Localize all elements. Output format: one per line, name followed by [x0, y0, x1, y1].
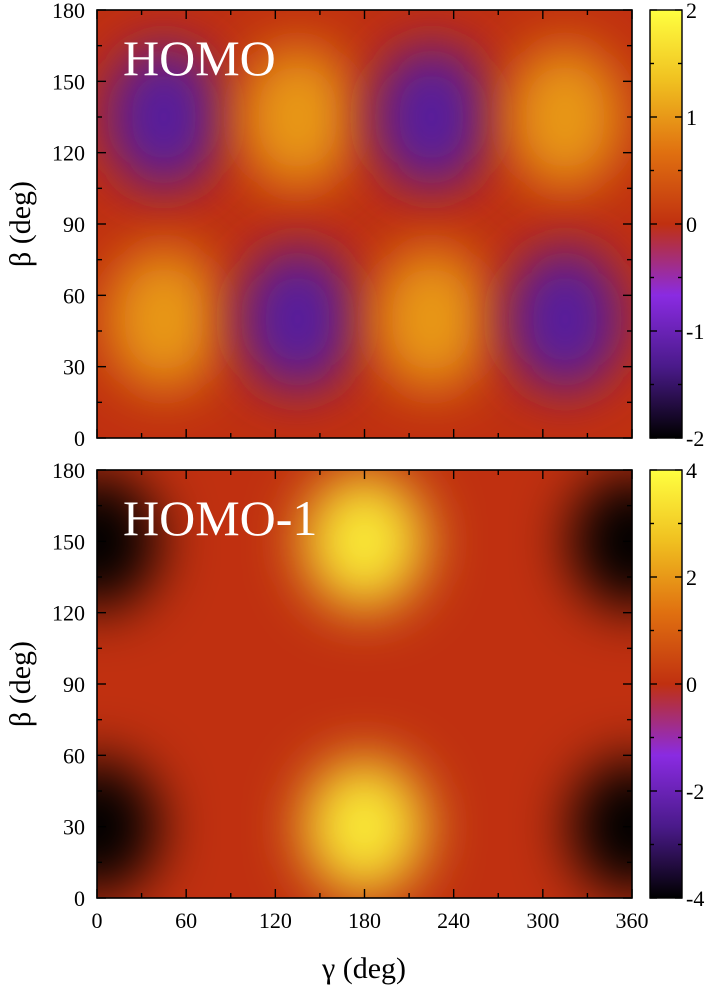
heatmap-homo-1 — [97, 470, 632, 898]
panel-homo: 0 30 60 90 120 150 180 HOMO β (deg) -2 -1 0 1 2 — [4, 0, 704, 451]
panel-title-homo-1: HOMO-1 — [123, 490, 317, 546]
colorbar-tick-label: -2 — [686, 426, 704, 451]
y-tick-label: 30 — [63, 815, 85, 840]
x-axis-label: γ (deg) — [321, 952, 406, 985]
y-tick-label: 120 — [52, 141, 85, 166]
colorbar-tick-label: 0 — [686, 672, 697, 697]
heatmap-feature-5 — [302, 758, 427, 895]
x-tick-label: 360 — [616, 908, 649, 933]
y-axis-label-homo: β (deg) — [4, 181, 37, 267]
colorbar-tick-label: 0 — [686, 212, 697, 237]
heatmap-feature-5 — [239, 247, 356, 392]
colorbar-tick-label: 4 — [686, 458, 697, 483]
y-tick-label: 180 — [52, 458, 85, 483]
y-ticks-homo: 0 30 60 90 120 150 180 — [52, 0, 632, 451]
colorbar-tick-label: -2 — [686, 779, 704, 804]
x-tick-label: 240 — [437, 908, 470, 933]
x-tick-label: 0 — [92, 908, 103, 933]
heatmap-feature-0 — [97, 473, 159, 610]
y-tick-label: 150 — [52, 69, 85, 94]
x-tick-label: 180 — [348, 908, 381, 933]
colorbar-homo: -2 -1 0 1 2 — [649, 0, 704, 451]
y-tick-label: 30 — [63, 355, 85, 380]
y-tick-label: 0 — [74, 886, 85, 911]
heatmap-feature-0 — [105, 45, 222, 189]
panel-title-homo: HOMO — [123, 30, 276, 86]
x-ticks-homo — [96, 10, 633, 438]
y-tick-label: 60 — [63, 743, 85, 768]
y-tick-label: 180 — [52, 0, 85, 23]
x-tick-label: 120 — [259, 908, 292, 933]
colorbar-tick-label: 1 — [686, 105, 697, 130]
y-tick-label: 90 — [63, 212, 85, 237]
x-tick-label: 300 — [526, 908, 559, 933]
y-tick-label: 60 — [63, 283, 85, 308]
heatmap-feature-7 — [507, 247, 624, 392]
colorbar-tick-label: 2 — [686, 565, 697, 590]
y-axis-label-homo-1: β (deg) — [4, 641, 37, 727]
heatmap-feature-3 — [570, 758, 632, 895]
colorbar-tick-label: 2 — [686, 0, 697, 23]
y-ticks-homo-1: 0 30 60 90 120 150 180 — [52, 458, 632, 911]
heatmap-feature-2 — [373, 45, 490, 189]
heatmap-feature-1 — [239, 45, 356, 189]
colorbar-tick-label: -4 — [686, 886, 704, 911]
heatmap-feature-4 — [105, 247, 222, 392]
y-tick-label: 90 — [63, 672, 85, 697]
heatmap-homo — [97, 10, 632, 438]
heatmap-feature-6 — [373, 247, 490, 392]
x-tick-label: 60 — [175, 908, 197, 933]
y-tick-label: 120 — [52, 601, 85, 626]
colorbar-tick-label: -1 — [686, 319, 704, 344]
heatmap-feature-4 — [302, 473, 427, 610]
heatmap-feature-1 — [570, 473, 632, 610]
heatmap-feature-2 — [97, 758, 159, 895]
y-tick-label: 150 — [52, 529, 85, 554]
colorbar-homo-1: -4 -2 0 2 4 — [649, 458, 704, 911]
heatmap-feature-3 — [507, 45, 624, 189]
y-tick-label: 0 — [74, 426, 85, 451]
x-ticks-homo-1: 0 60 120 180 240 300 360 — [92, 470, 649, 933]
